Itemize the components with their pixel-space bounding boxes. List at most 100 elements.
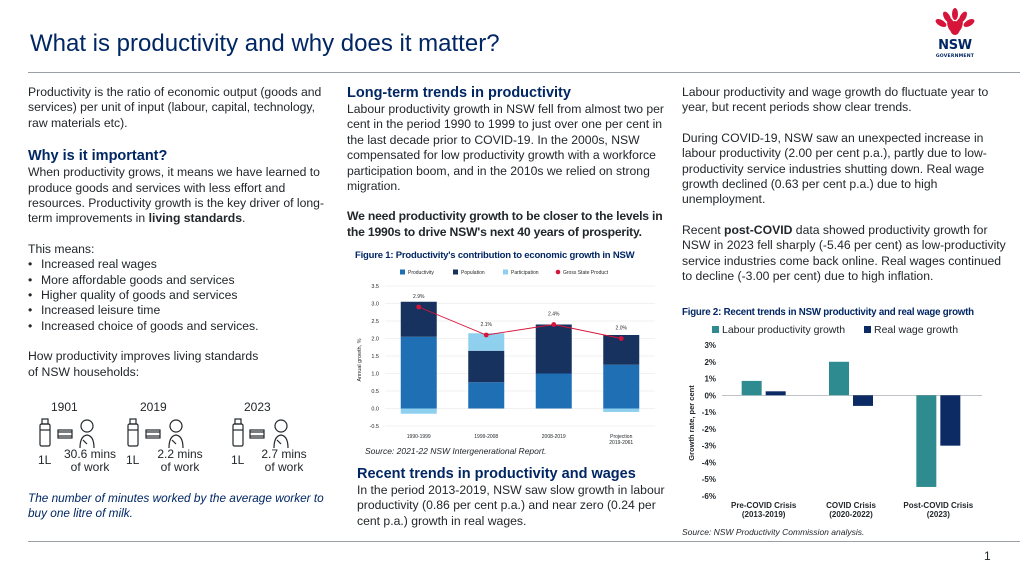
figure1-source: Source: 2021-22 NSW Intergenerational Re… xyxy=(365,446,547,456)
y-tick-label: 1.0 xyxy=(371,372,379,378)
benefits-list: Increased real wages More affordable goo… xyxy=(28,257,338,334)
milk-equals-worker-icons xyxy=(39,418,289,449)
recent-trends-heading: Recent trends in productivity and wages xyxy=(357,466,636,482)
bar-segment xyxy=(603,364,640,409)
minutes-value: 2.7 mins xyxy=(261,447,307,461)
y-tick-label: -5% xyxy=(702,475,716,484)
litre-label: 1L xyxy=(126,453,140,467)
worker-icon xyxy=(79,419,95,449)
why-heading: Why is it important? xyxy=(28,148,168,165)
post-covid-text-start: Recent xyxy=(682,222,725,237)
x-tick-label: COVID Crisis xyxy=(826,501,876,510)
why-text-end: . xyxy=(242,211,246,226)
logo-subtext: GOVERNMENT xyxy=(935,54,975,59)
y-tick-label: 0.0 xyxy=(371,407,379,413)
figure2-title: Figure 2: Recent trends in NSW productiv… xyxy=(682,307,974,318)
x-tick-label: (2013-2019) xyxy=(742,510,786,519)
y-tick-label: 2.5 xyxy=(371,319,379,325)
gsp-line xyxy=(418,306,622,339)
legend-label: Labour productivity growth xyxy=(722,324,845,336)
figure2-legend: Labour productivity growth Real wage grow… xyxy=(712,324,958,336)
covid-text: During COVID-19, NSW saw an unexpected i… xyxy=(682,131,1012,208)
figure2-y-axis-label: Growth rate, per cent xyxy=(687,385,696,461)
x-tick-label: 2019-2061 xyxy=(609,440,633,446)
bar xyxy=(741,380,762,396)
milk-comparison: 1901 2019 2023 xyxy=(28,396,328,486)
figure2-source: Source: NSW Productivity Commission anal… xyxy=(682,527,865,537)
year-label: 2023 xyxy=(244,400,271,414)
bar-segment xyxy=(468,350,505,383)
column-middle: Long-term trends in productivity Labour … xyxy=(347,85,679,240)
means-label: This means: xyxy=(28,241,95,256)
recent-trends-text: In the period 2013-2019, NSW saw slow gr… xyxy=(357,483,665,528)
bar xyxy=(916,395,937,487)
figure1-chart: Productivity Population Participation Gross… xyxy=(357,269,655,446)
intro-text: Productivity is the ratio of economic ou… xyxy=(28,85,322,130)
x-tick-label: Post-COVID Crisis xyxy=(903,501,973,510)
gsp-point xyxy=(416,304,422,310)
x-tick-label: (2023) xyxy=(927,510,950,519)
y-tick-label: 3.5 xyxy=(371,284,379,290)
bar-segment xyxy=(535,324,572,374)
legend-label: Productivity xyxy=(408,270,434,276)
y-tick-label: 1.5 xyxy=(371,354,379,360)
minutes-unit: of work xyxy=(70,460,110,474)
legend-swatch xyxy=(400,269,405,275)
fluctuate-text: Labour productivity and wage growth do f… xyxy=(682,85,989,115)
data-label: 2.4% xyxy=(548,312,560,318)
y-tick-label: -4% xyxy=(702,458,716,467)
why-text-emphasis: living standards xyxy=(148,211,243,226)
y-tick-label: -2% xyxy=(702,425,716,434)
legend-swatch xyxy=(712,326,719,333)
list-item: More affordable goods and services xyxy=(28,273,338,289)
y-tick-label: -6% xyxy=(702,492,716,501)
bar-segment xyxy=(400,336,437,409)
why-text: When productivity grows, it means we hav… xyxy=(28,165,338,227)
list-item: Higher quality of goods and services xyxy=(28,288,338,304)
legend-label: Real wage growth xyxy=(874,324,958,336)
minutes-unit: of work xyxy=(160,460,200,474)
x-tick-label: 2008-2019 xyxy=(542,434,566,440)
legend-label: Gross State Product xyxy=(563,270,609,276)
how-heading: How productivity improves living standar… xyxy=(28,349,338,380)
gsp-point xyxy=(618,336,624,341)
year-label: 1901 xyxy=(51,400,78,414)
y-tick-label: 2% xyxy=(704,358,716,367)
list-item: Increased leisure time xyxy=(28,303,338,319)
figure2-chart: Labour productivity growth Real wage grow… xyxy=(687,324,982,519)
data-label: 2.9% xyxy=(413,294,425,300)
year-label: 2019 xyxy=(140,400,167,414)
equals-icon xyxy=(145,429,161,439)
x-tick-label: Projection xyxy=(610,434,632,440)
y-tick-label: 3.0 xyxy=(371,302,379,308)
x-tick-label: 1990-1999 xyxy=(407,434,431,440)
y-tick-label: -1% xyxy=(702,408,716,417)
why-text-main: When productivity grows, it means we hav… xyxy=(28,165,325,226)
post-covid-text-emphasis: post-COVID xyxy=(724,222,793,237)
y-tick-label: -0.5 xyxy=(370,424,379,430)
gsp-point xyxy=(483,332,489,338)
covid-text-body: , NSW saw an unexpected increase in labo… xyxy=(682,130,987,207)
x-tick-label: Pre-COVID Crisis xyxy=(731,501,797,510)
recent-trends-section: Recent trends in productivity and wages … xyxy=(357,466,681,529)
minutes-value: 2.2 mins xyxy=(157,447,203,461)
page-title: What is productivity and why does it mat… xyxy=(30,30,500,57)
post-covid-text: Recent post-COVID data showed productivi… xyxy=(682,223,1012,285)
nsw-logo: NSW GOVERNMENT xyxy=(934,8,998,64)
bar xyxy=(829,361,849,396)
milk-bottle-icon xyxy=(232,418,244,447)
figure1-title: Figure 1: Productivity's contribution to… xyxy=(355,250,635,261)
long-term-heading: Long-term trends in productivity xyxy=(347,85,571,101)
minutes-label: 2.7 mins of work xyxy=(256,448,312,474)
worker-icon xyxy=(273,419,289,449)
bar-segment xyxy=(400,408,437,414)
bar xyxy=(853,395,873,406)
legend-label: Participation xyxy=(511,270,539,276)
litre-label: 1L xyxy=(231,453,245,467)
list-item: Increased real wages xyxy=(28,257,338,273)
y-tick-label: 0% xyxy=(704,391,716,400)
list-item: Increased choice of goods and services. xyxy=(28,319,338,335)
long-term-text: Labour productivity growth in NSW fell f… xyxy=(347,102,664,194)
y-tick-label: -3% xyxy=(702,442,716,451)
minutes-label: 30.6 mins of work xyxy=(62,448,118,474)
